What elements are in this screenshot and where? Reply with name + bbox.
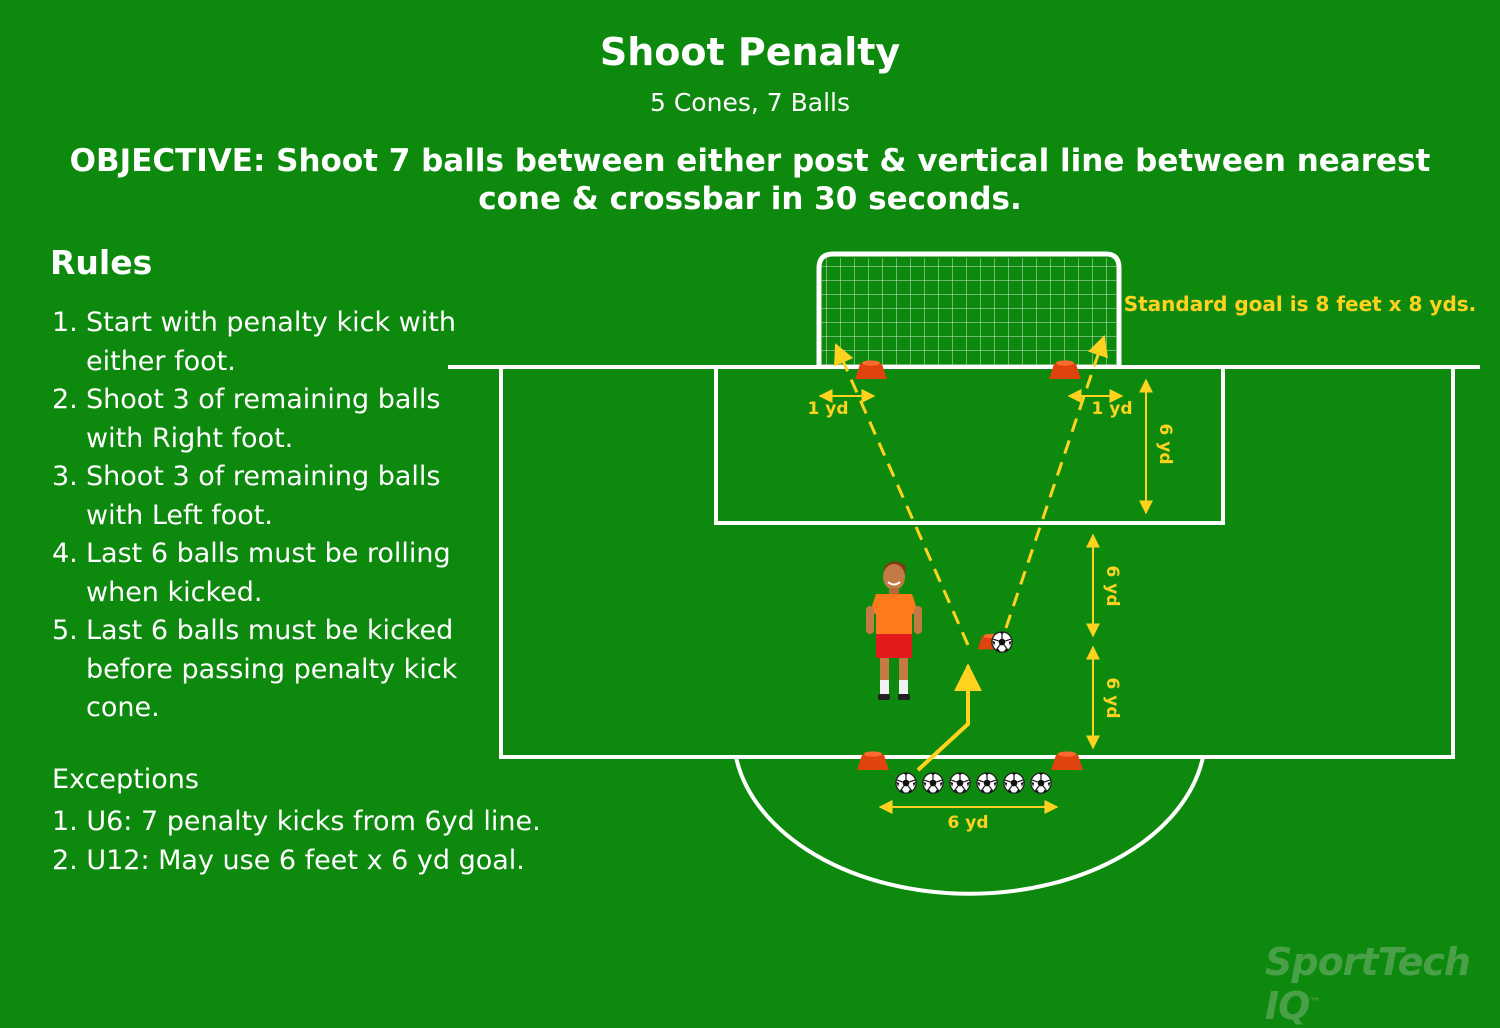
lower-spacing-label: 6 yd <box>1102 678 1122 719</box>
goal-size-note: Standard goal is 8 feet x 8 yds. <box>1123 292 1477 316</box>
exception-item: 2. U12: May use 6 feet x 6 yd goal. <box>52 844 525 876</box>
goal-area-depth-label: 6 yd <box>1155 424 1175 465</box>
rule-item: 1. Start with penalty kick with either fo… <box>52 307 456 377</box>
player-icon <box>866 561 922 700</box>
penalty-area <box>499 367 1455 759</box>
upper-spacing-label: 6 yd <box>1102 566 1122 607</box>
cone-icon <box>857 751 889 770</box>
penalty-arc <box>734 756 1205 896</box>
soccer-ball-icon <box>922 772 944 794</box>
rule-item: 3. Shoot 3 of remaining balls with Left f… <box>52 461 441 531</box>
rule-item: 2. Shoot 3 of remaining balls with Right … <box>52 384 441 454</box>
equipment-subtitle: 5 Cones, 7 Balls <box>650 88 850 117</box>
rule-item: 5. Last 6 balls must be kicked before pas… <box>52 615 458 723</box>
goal-net <box>822 258 1116 366</box>
page-title: Shoot Penalty <box>599 30 901 74</box>
left-post-gap-label: 1 yd <box>808 399 849 419</box>
shot-path-right <box>1004 335 1108 629</box>
right-post-gap-label: 1 yd <box>1092 399 1133 419</box>
pitch-lines <box>448 365 1480 896</box>
shot-paths <box>834 335 1108 646</box>
soccer-ball-icon <box>1003 772 1025 794</box>
dribble-path <box>916 663 982 772</box>
soccer-ball-icon <box>895 772 917 794</box>
exceptions-heading: Exceptions <box>52 764 199 795</box>
soccer-ball-icon <box>949 772 971 794</box>
goal-frame <box>816 251 1122 368</box>
rules-heading: Rules <box>50 243 153 282</box>
soccer-ball-icon <box>1030 772 1052 794</box>
cone-icon <box>1051 751 1083 770</box>
goal <box>816 251 1122 368</box>
soccer-ball-icon <box>976 772 998 794</box>
exceptions-list: 1. U6: 7 penalty kicks from 6yd line. 2.… <box>52 803 541 880</box>
sporttech-logo: SportTech IQ™ <box>1265 940 1471 1028</box>
field-diagram: 1 yd 1 yd 6 yd 6 yd 6 yd 6 yd <box>448 251 1480 896</box>
rule-item: 4. Last 6 balls must be rolling when kick… <box>52 538 451 608</box>
exception-item: 1. U6: 7 penalty kicks from 6yd line. <box>52 806 541 837</box>
objective-text: OBJECTIVE: Shoot 7 balls between either … <box>69 143 1431 217</box>
cone-spacing-label: 6 yd <box>948 813 989 833</box>
soccer-ball-icon <box>991 631 1013 653</box>
rules-list: 1. Start with penalty kick with either fo… <box>52 304 492 728</box>
goal-area <box>714 367 1225 525</box>
shot-path-left <box>834 343 970 646</box>
